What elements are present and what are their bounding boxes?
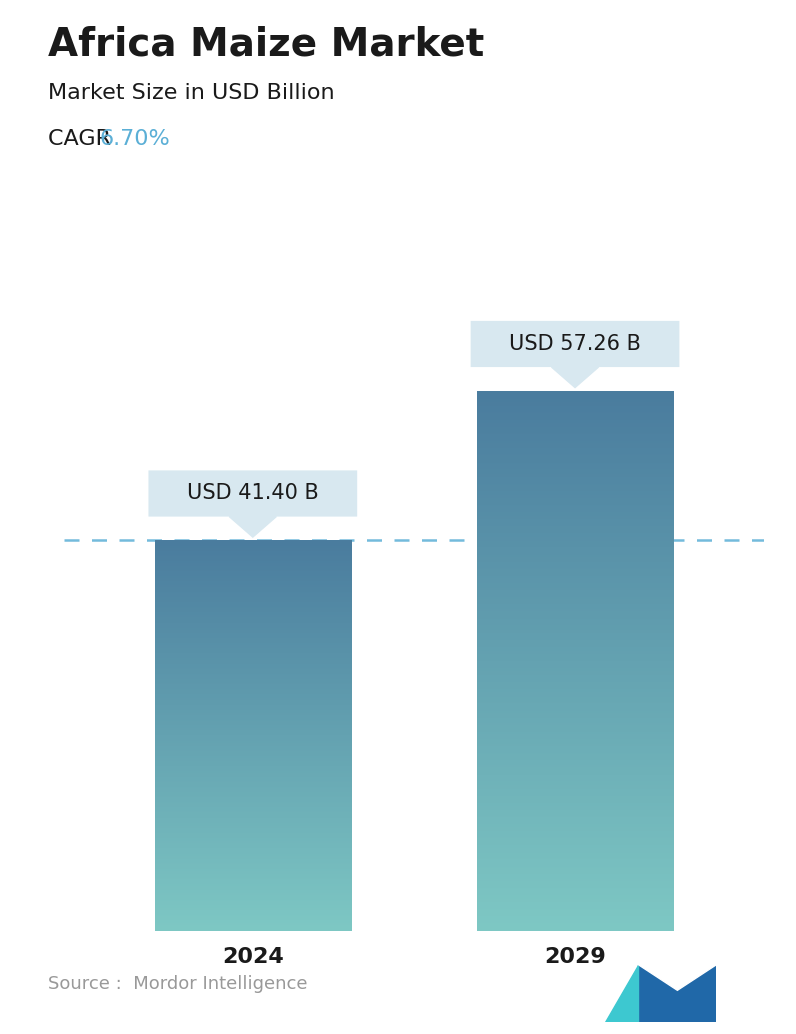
- FancyBboxPatch shape: [148, 470, 357, 517]
- Text: Africa Maize Market: Africa Maize Market: [48, 26, 484, 64]
- FancyBboxPatch shape: [470, 321, 680, 367]
- Text: 6.70%: 6.70%: [100, 129, 170, 149]
- Text: Source :  Mordor Intelligence: Source : Mordor Intelligence: [48, 975, 307, 993]
- Polygon shape: [605, 965, 638, 1022]
- Polygon shape: [229, 517, 276, 537]
- Polygon shape: [638, 965, 716, 991]
- Text: Market Size in USD Billion: Market Size in USD Billion: [48, 83, 334, 102]
- Polygon shape: [552, 367, 599, 388]
- Text: USD 41.40 B: USD 41.40 B: [187, 484, 318, 504]
- Text: CAGR: CAGR: [48, 129, 118, 149]
- Polygon shape: [638, 965, 716, 1022]
- Text: USD 57.26 B: USD 57.26 B: [509, 334, 641, 354]
